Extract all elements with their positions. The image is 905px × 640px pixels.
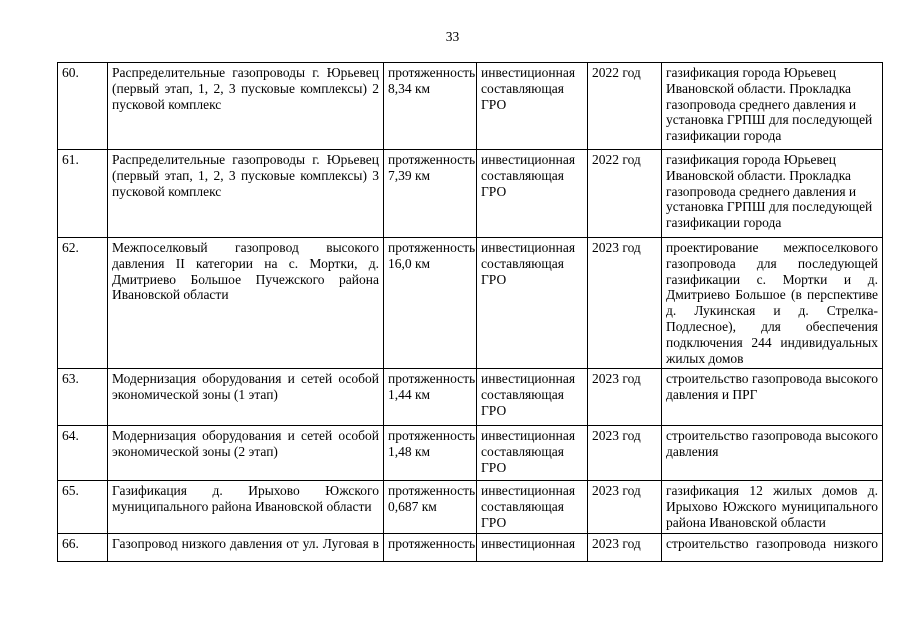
table-row: 62. Межпоселковый газопровод высокого да… [57,236,883,370]
year-cell: 2023 год [587,480,662,535]
length-value: 0,687 км [388,499,437,515]
funding-cell: инвестиционная составляющая ГРО [476,236,588,370]
purpose-cell: проектирование межпоселкового газопровод… [661,236,883,370]
length-label: протяженность [388,536,476,552]
year-cell: 2023 год [587,236,662,370]
length-label: протяженность [388,152,476,167]
table-row: 64. Модернизация оборудования и сетей ос… [57,425,883,482]
length-value: 8,34 км [388,80,431,96]
length-label: протяженность [388,371,476,387]
row-number-cell: 64. [57,425,108,482]
row-number-cell: 65. [57,480,108,535]
purpose-cell: газификация города Юрьевец Ивановской об… [661,149,883,238]
table-row: 60. Распределительные газопроводы г. Юрь… [57,62,883,150]
length-cell: протяженность 0,687 км [383,480,477,535]
length-label: протяженность [388,65,476,80]
length-cell: протяженность 16,0 км [383,236,477,370]
year-cell: 2023 год [587,425,662,482]
year-cell: 2022 год [587,149,662,238]
funding-cell: инвестиционная составляющая ГРО [476,368,588,427]
purpose-cell: газификация города Юрьевец Ивановской об… [661,62,883,150]
row-number-cell: 60. [57,62,108,150]
length-value: 16,0 км [388,255,431,271]
purpose-cell: строительство газопровода высокого давле… [661,368,883,427]
year-cell: 2023 год [587,533,662,563]
funding-cell: инвестиционная составляющая ГРО [476,62,588,150]
row-number-cell: 62. [57,236,108,370]
length-cell: протяженность 1,48 км [383,425,477,482]
project-name-cell: Межпоселковый газопровод высокого давлен… [107,236,384,370]
project-name-cell: Модернизация оборудования и сетей особой… [107,425,384,482]
funding-cell: инвестиционная составляющая ГРО [476,149,588,238]
row-number-cell: 63. [57,368,108,427]
length-cell: протяженность [383,533,477,563]
purpose-cell: строительство газопровода высокого давле… [661,425,883,482]
length-cell: протяженность 7,39 км [383,149,477,238]
length-label: протяженность [388,428,476,444]
length-label: протяженность [388,483,476,499]
length-cell: протяженность 1,44 км [383,368,477,427]
year-cell: 2023 год [587,368,662,427]
project-name-cell: Модернизация оборудования и сетей особой… [107,368,384,427]
length-label: протяженность [388,240,476,255]
funding-cell: инвестиционная [476,533,588,563]
project-name-cell: Газопровод низкого давления от ул. Лугов… [107,533,384,563]
page-number: 33 [445,29,460,44]
funding-cell: инвестиционная составляющая ГРО [476,425,588,482]
projects-table: 60. Распределительные газопроводы г. Юрь… [57,62,883,563]
purpose-cell: строительство газопровода низкого [661,533,883,563]
length-value: 7,39 км [388,167,431,183]
length-value: 1,48 км [388,444,431,460]
table-row: 63. Модернизация оборудования и сетей ос… [57,368,883,427]
length-value: 1,44 км [388,387,431,403]
funding-cell: инвестиционная составляющая ГРО [476,480,588,535]
purpose-cell: газификация 12 жилых домов д. Ирыхово Юж… [661,480,883,535]
project-name-cell: Распределительные газопроводы г. Юрьевец… [107,149,384,238]
table-row: 65. Газификация д. Ирыхово Южского муниц… [57,480,883,535]
row-number-cell: 66. [57,533,108,563]
row-number-cell: 61. [57,149,108,238]
project-name-cell: Газификация д. Ирыхово Южского муниципал… [107,480,384,535]
table-row: 61. Распределительные газопроводы г. Юрь… [57,149,883,238]
project-name-cell: Распределительные газопроводы г. Юрьевец… [107,62,384,150]
year-cell: 2022 год [587,62,662,150]
length-cell: протяженность 8,34 км [383,62,477,150]
table-row: 66. Газопровод низкого давления от ул. Л… [57,533,883,563]
